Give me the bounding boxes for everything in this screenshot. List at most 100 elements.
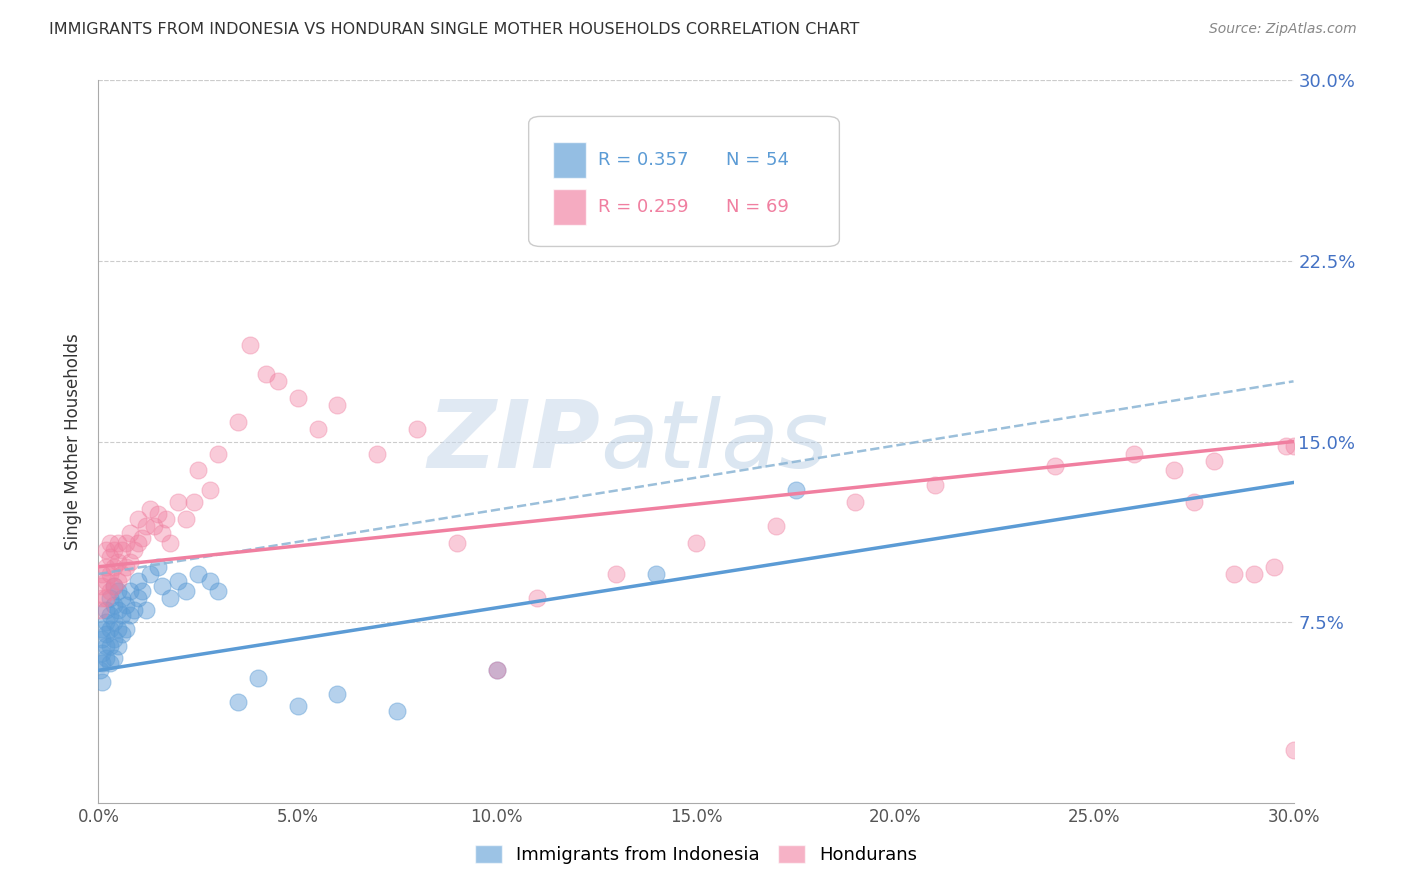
Point xyxy=(924,478,946,492)
Point xyxy=(103,559,125,574)
Point xyxy=(131,583,153,598)
Point xyxy=(605,567,627,582)
Point xyxy=(111,567,134,582)
Point xyxy=(1043,458,1066,473)
Point xyxy=(115,623,138,637)
Point xyxy=(103,542,125,557)
Point xyxy=(96,559,118,574)
Point xyxy=(485,664,508,678)
Point xyxy=(287,391,309,405)
Point xyxy=(107,555,129,569)
Point xyxy=(131,531,153,545)
Text: N = 54: N = 54 xyxy=(725,151,789,169)
Point xyxy=(89,664,111,678)
Point xyxy=(107,639,129,653)
Point xyxy=(96,591,118,605)
Point xyxy=(326,687,349,701)
Point xyxy=(150,579,173,593)
Point xyxy=(91,579,114,593)
Point xyxy=(124,603,146,617)
Point xyxy=(526,591,548,605)
Point xyxy=(385,704,409,718)
Point xyxy=(127,591,149,605)
Point xyxy=(91,632,114,646)
Point xyxy=(148,559,170,574)
Point xyxy=(91,591,114,605)
Point xyxy=(1243,567,1265,582)
Point xyxy=(120,607,142,622)
Point xyxy=(107,583,129,598)
Point xyxy=(120,526,142,541)
Point xyxy=(645,567,668,582)
Point xyxy=(89,603,111,617)
Point xyxy=(287,699,309,714)
Point xyxy=(685,535,707,549)
Point xyxy=(107,574,129,589)
Point xyxy=(96,639,118,653)
Point xyxy=(98,591,122,605)
Point xyxy=(1282,439,1305,453)
Text: IMMIGRANTS FROM INDONESIA VS HONDURAN SINGLE MOTHER HOUSEHOLDS CORRELATION CHART: IMMIGRANTS FROM INDONESIA VS HONDURAN SI… xyxy=(49,22,859,37)
Point xyxy=(135,518,157,533)
Point xyxy=(107,623,129,637)
Point xyxy=(785,483,807,497)
Point xyxy=(111,607,134,622)
Text: Source: ZipAtlas.com: Source: ZipAtlas.com xyxy=(1209,22,1357,37)
Point xyxy=(187,567,209,582)
Point xyxy=(159,591,181,605)
Point xyxy=(98,623,122,637)
Point xyxy=(127,574,149,589)
Point xyxy=(1182,494,1205,508)
Bar xyxy=(553,188,586,225)
Point xyxy=(198,574,221,589)
Point xyxy=(98,550,122,565)
Point xyxy=(155,511,177,525)
Point xyxy=(135,603,157,617)
Point xyxy=(150,526,173,541)
Point xyxy=(207,583,229,598)
Point xyxy=(239,338,262,352)
Point xyxy=(107,603,129,617)
Point xyxy=(98,567,122,582)
Point xyxy=(115,535,138,549)
Point xyxy=(103,579,125,593)
Point xyxy=(96,651,118,665)
Text: R = 0.259: R = 0.259 xyxy=(598,198,689,216)
Point xyxy=(103,632,125,646)
Point xyxy=(148,507,170,521)
Point xyxy=(226,695,249,709)
Point xyxy=(115,599,138,613)
Point xyxy=(96,615,118,630)
Text: ZIP: ZIP xyxy=(427,395,600,488)
Point xyxy=(111,542,134,557)
Point xyxy=(159,535,181,549)
Point xyxy=(111,627,134,641)
Point xyxy=(183,494,205,508)
Point xyxy=(406,422,429,436)
Point xyxy=(96,627,118,641)
Point xyxy=(107,535,129,549)
Point xyxy=(127,511,149,525)
Point xyxy=(96,603,118,617)
Point xyxy=(91,567,114,582)
Point xyxy=(91,656,114,670)
Point xyxy=(326,398,349,412)
Point xyxy=(103,651,125,665)
Point xyxy=(1223,567,1246,582)
Point xyxy=(226,415,249,429)
Legend: Immigrants from Indonesia, Hondurans: Immigrants from Indonesia, Hondurans xyxy=(465,836,927,873)
Point xyxy=(91,647,114,661)
Point xyxy=(254,367,277,381)
Text: atlas: atlas xyxy=(600,396,828,487)
Point xyxy=(167,494,190,508)
Point xyxy=(120,583,142,598)
Point xyxy=(844,494,866,508)
Point xyxy=(98,607,122,622)
Point xyxy=(103,615,125,630)
FancyBboxPatch shape xyxy=(529,117,839,246)
Point xyxy=(98,583,122,598)
Point xyxy=(187,463,209,477)
Point xyxy=(143,518,166,533)
Point xyxy=(98,639,122,653)
Point xyxy=(139,502,162,516)
